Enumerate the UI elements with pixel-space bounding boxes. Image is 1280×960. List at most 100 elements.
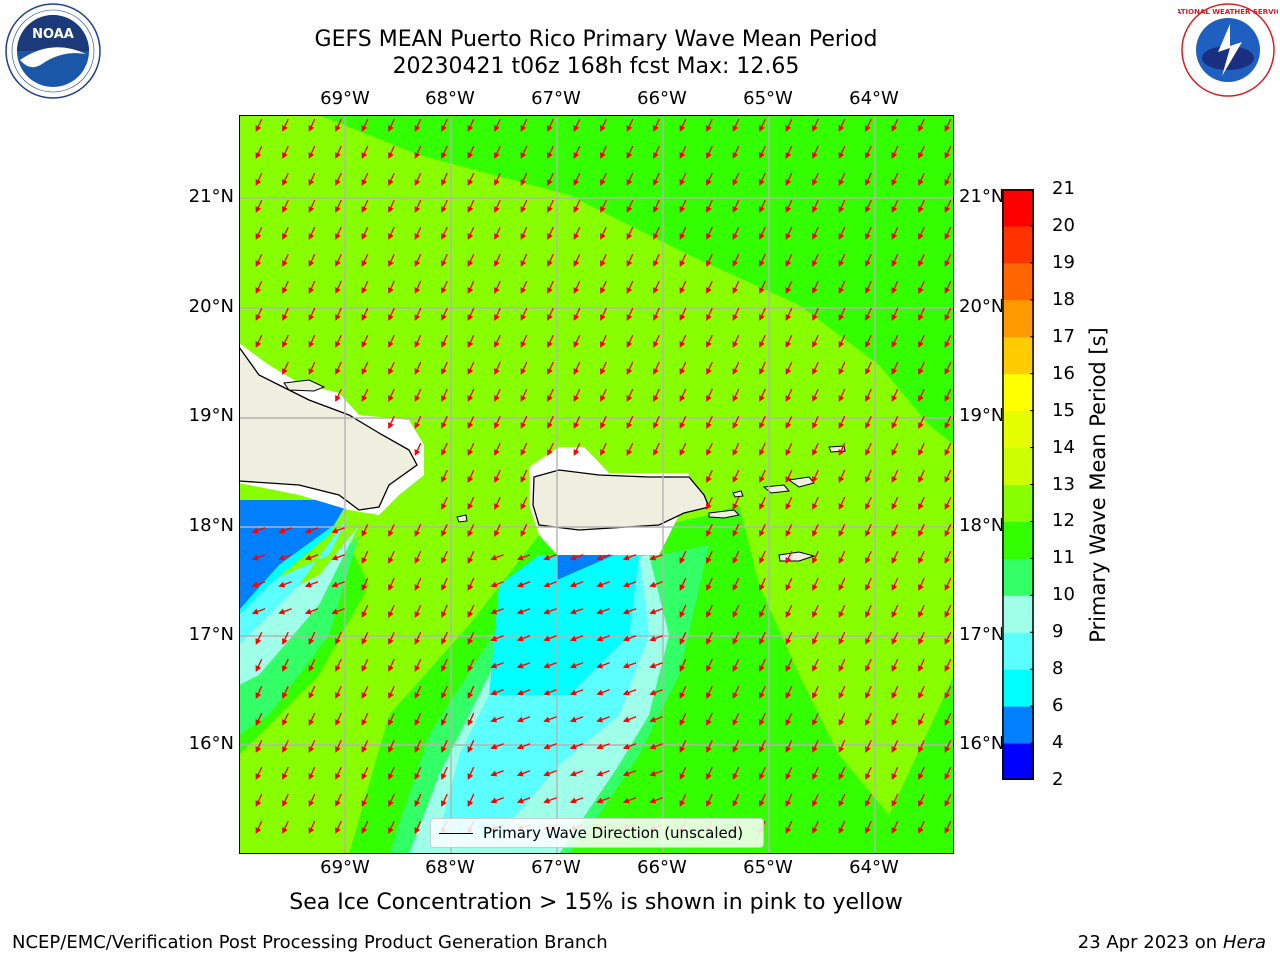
wave-arrow-head (278, 527, 286, 534)
wave-arrow-head (622, 662, 630, 669)
wave-arrow-head (414, 206, 421, 213)
wave-arrow-head (785, 530, 792, 537)
wave-arrow-head (653, 314, 659, 321)
wave-arrow-head (388, 773, 394, 780)
wave-arrow-head (812, 395, 818, 402)
wave-arrow-head (891, 638, 898, 645)
wave-arrow-head (626, 260, 633, 267)
wave-arrow-head (891, 341, 898, 348)
wave-arrow-head (785, 719, 792, 726)
wave-arrow-head (785, 422, 792, 429)
wave-arrow-head (255, 746, 262, 753)
colorbar-segment (1002, 225, 1034, 264)
wave-arrow-head (918, 530, 924, 537)
wave-arrow-head (918, 692, 924, 699)
wave-arrow-head (516, 608, 524, 615)
wave-arrow-head (891, 476, 898, 483)
wave-arrow-head (865, 206, 871, 213)
wave-arrow-head (467, 260, 474, 267)
wave-arrow-head (596, 689, 604, 696)
wave-arrow-head (759, 395, 765, 402)
footer-credit: NCEP/EMC/Verification Post Processing Pr… (12, 932, 608, 953)
wave-arrow-head (865, 476, 871, 483)
wave-arrow-head (543, 554, 551, 561)
wave-arrow-head (812, 422, 818, 429)
lon-label-bottom: 66°W (637, 857, 687, 878)
wave-arrow-head (547, 368, 553, 375)
wave-arrow-head (918, 449, 924, 456)
wave-arrow-head (335, 206, 341, 213)
wave-arrow-head (414, 233, 421, 240)
wave-arrow-head (596, 581, 604, 588)
wave-arrow-head (918, 152, 924, 159)
wave-arrow-head (335, 125, 341, 132)
wave-arrow-head (361, 611, 368, 618)
wave-arrow-head (653, 152, 659, 159)
period-9-10-zone (239, 525, 359, 685)
wave-arrow-head (706, 179, 712, 186)
wave-arrow-head (812, 449, 818, 456)
wave-arrow-head (706, 314, 712, 321)
wave-arrow-head (865, 233, 871, 240)
wave-arrow-head (622, 608, 630, 615)
wave-arrow-head (785, 206, 792, 213)
wave-arrow-head (838, 260, 845, 267)
wave-arrow-head (759, 611, 765, 618)
wave-arrow-head (706, 152, 712, 159)
wave-arrow-head (706, 746, 712, 753)
wave-arrow-head (304, 581, 312, 588)
wave-arrow-head (388, 341, 394, 348)
wave-arrow-head (547, 152, 553, 159)
wave-arrow-head (838, 125, 845, 132)
wave-arrow-head (335, 179, 341, 186)
wave-arrow-head (388, 719, 394, 726)
wave-arrow-head (891, 422, 898, 429)
wave-arrow-head (838, 692, 845, 699)
wave-arrow-head (441, 746, 447, 753)
wave-arrow-head (361, 800, 368, 807)
wave-arrow-head (255, 800, 262, 807)
wave-arrow-head (516, 797, 524, 804)
wave-arrow-head (732, 476, 739, 483)
wave-arrow-head (361, 746, 368, 753)
wave-arrow-head (838, 503, 845, 510)
wave-arrow-head (785, 503, 792, 510)
wave-arrow-head (441, 422, 447, 429)
wave-arrow-head (308, 746, 315, 753)
wave-arrow-head (388, 611, 394, 618)
wave-arrow-head (467, 368, 474, 375)
wave-arrow-head (388, 746, 394, 753)
wave-arrow-head (679, 260, 686, 267)
wave-arrow-head (520, 260, 527, 267)
wave-arrow-head (494, 206, 500, 213)
wave-arrow-head (918, 314, 924, 321)
wave-arrow-head (944, 314, 951, 321)
wave-arrow-head (600, 125, 606, 132)
wave-arrow-head (569, 608, 577, 615)
wave-arrow-head (441, 395, 447, 402)
wave-arrow-head (414, 152, 421, 159)
wave-arrow-head (944, 233, 951, 240)
colorbar-segment (1002, 743, 1034, 780)
wave-arrow-head (596, 797, 604, 804)
wave-arrow-head (308, 368, 315, 375)
wave-arrow-head (653, 125, 659, 132)
colorbar-tick-label: 20 (1052, 214, 1075, 236)
wave-arrow-head (308, 773, 315, 780)
wave-arrow-head (918, 341, 924, 348)
wave-arrow-head (414, 638, 421, 645)
wave-arrow-head (414, 125, 421, 132)
wave-arrow-head (706, 449, 712, 456)
wave-arrow-head (706, 125, 712, 132)
wave-arrow-head (520, 395, 527, 402)
wave-arrow-head (278, 581, 286, 588)
wave-arrow-head (944, 206, 951, 213)
wave-arrow-head (304, 554, 312, 561)
wave-arrow-head (335, 719, 341, 726)
wave-arrow-head (679, 179, 686, 186)
wave-arrow-head (441, 206, 447, 213)
wave-arrow-head (865, 611, 871, 618)
colorbar-segment (1002, 336, 1034, 375)
wave-arrow-head (891, 773, 898, 780)
wave-arrow-head (596, 662, 604, 669)
